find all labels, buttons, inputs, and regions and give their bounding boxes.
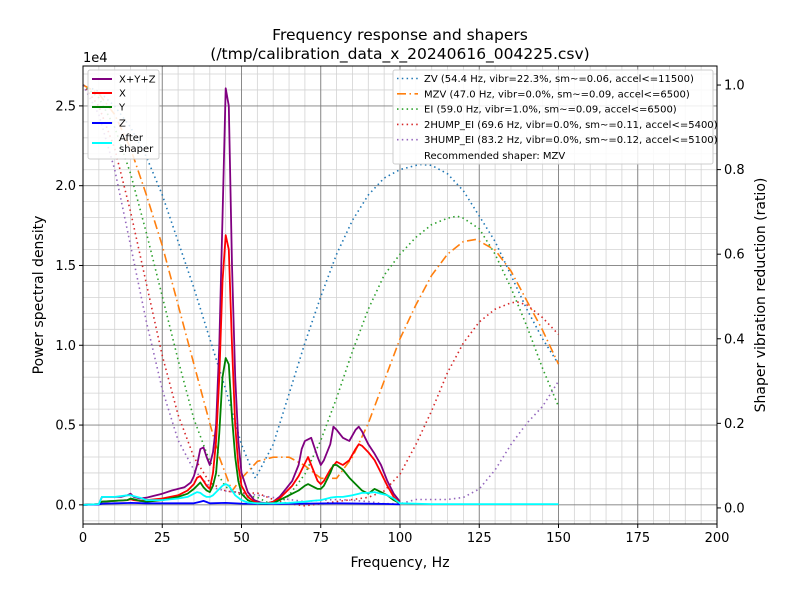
x-tick-label: 25 bbox=[154, 531, 171, 546]
legend-left-label: Y bbox=[118, 103, 126, 114]
y-axis-left-label: Power spectral density bbox=[31, 216, 47, 375]
legend-left: X+Y+Z XYZ After shaper bbox=[88, 70, 159, 159]
legend-right-label: MZV (47.0 Hz, vibr=0.0%, sm~=0.09, accel… bbox=[424, 89, 690, 100]
x-tick-label: 175 bbox=[625, 531, 650, 546]
x-tick-label: 50 bbox=[233, 531, 250, 546]
y-left-tick-label: 1.0 bbox=[55, 339, 76, 354]
x-tick-label: 75 bbox=[312, 531, 329, 546]
recommended-shaper-text: Recommended shaper: MZV bbox=[424, 151, 565, 162]
legend-left-label-line: Y bbox=[118, 103, 126, 114]
y-right-tick-label: 0.8 bbox=[724, 163, 745, 178]
legend-right-label: 2HUMP_EI (69.6 Hz, vibr=0.0%, sm~=0.11, … bbox=[424, 120, 718, 131]
legend-left-label: X bbox=[119, 89, 126, 100]
y-right-tick-label: 0.6 bbox=[724, 248, 745, 263]
y-right-tick-label: 0.2 bbox=[724, 417, 745, 432]
y-left-tick-label: 2.5 bbox=[55, 99, 76, 114]
x-axis-label: Frequency, Hz bbox=[350, 555, 449, 571]
y-right-tick-label: 1.0 bbox=[724, 79, 745, 94]
legend-left-label: X+Y+Z bbox=[119, 75, 156, 86]
legend-right: ZV (54.4 Hz, vibr=22.3%, sm~=0.06, accel… bbox=[393, 70, 718, 164]
legend-right-label: ZV (54.4 Hz, vibr=22.3%, sm~=0.06, accel… bbox=[424, 74, 694, 85]
y-right-tick-label: 0.4 bbox=[724, 332, 745, 347]
legend-left-label-line: X bbox=[119, 89, 126, 100]
legend-right-label: 3HUMP_EI (83.2 Hz, vibr=0.0%, sm~=0.12, … bbox=[424, 135, 718, 146]
frequency-response-chart: Frequency response and shapers (/tmp/cal… bbox=[0, 0, 800, 600]
x-tick-label: 200 bbox=[705, 531, 730, 546]
chart-title-line2: (/tmp/calibration_data_x_20240616_004225… bbox=[210, 45, 589, 64]
y-right-tick-label: 0.0 bbox=[724, 501, 745, 516]
x-tick-label: 150 bbox=[546, 531, 571, 546]
legend-left-label-line: X+Y+Z bbox=[119, 75, 156, 86]
offset-text: 1e4 bbox=[83, 51, 108, 66]
y-axis-right-label: Shaper vibration reduction (ratio) bbox=[753, 178, 769, 413]
x-tick-label: 100 bbox=[388, 531, 413, 546]
legend-left-label-line: Z bbox=[119, 119, 126, 130]
y-left-tick-label: 0.0 bbox=[55, 498, 76, 513]
legend-right-label: EI (59.0 Hz, vibr=1.0%, sm~=0.09, accel<… bbox=[424, 105, 677, 116]
legend-left-label: Z bbox=[119, 119, 126, 130]
x-tick-label: 0 bbox=[79, 531, 87, 546]
chart-title-line1: Frequency response and shapers bbox=[272, 26, 528, 44]
y-left-tick-label: 2.0 bbox=[55, 179, 76, 194]
y-left-tick-label: 1.5 bbox=[55, 259, 76, 274]
legend-left-label-line: After bbox=[119, 133, 144, 144]
legend-left-label-line: shaper bbox=[119, 144, 154, 155]
x-tick-label: 125 bbox=[467, 531, 492, 546]
y-left-tick-label: 0.5 bbox=[55, 419, 76, 434]
